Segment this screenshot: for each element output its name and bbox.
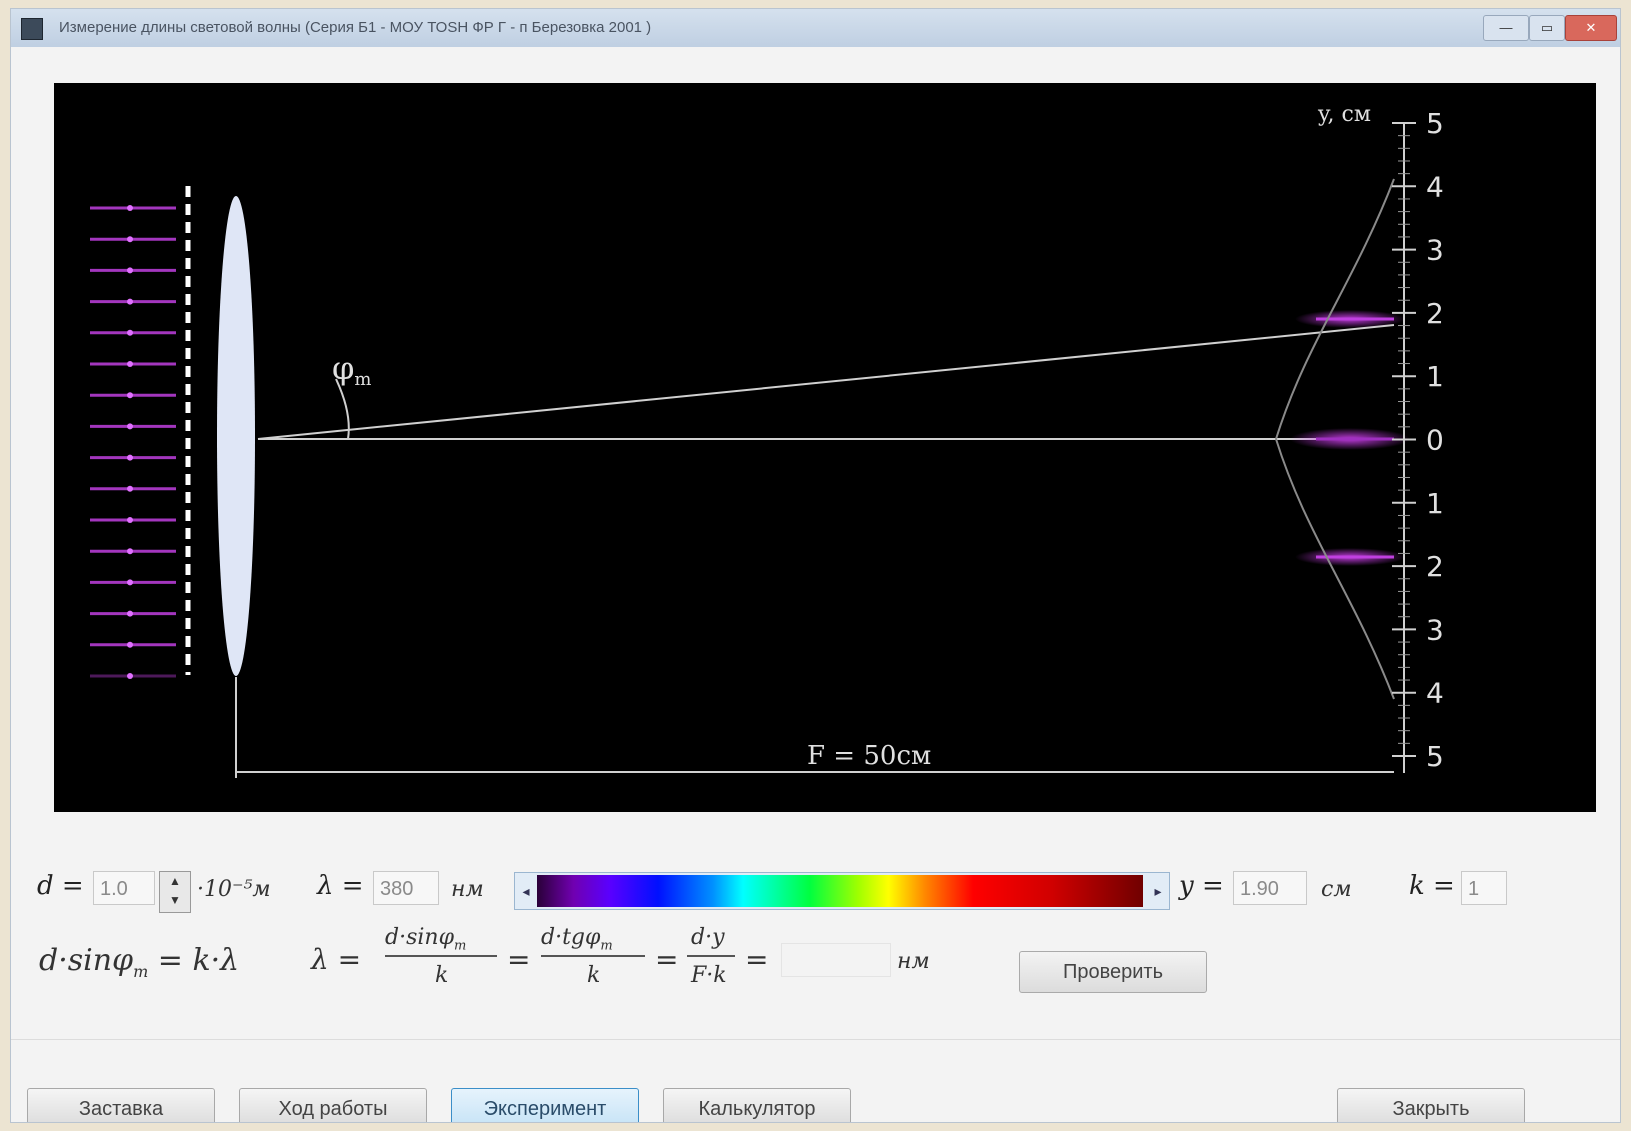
y-axis-tick-label: 3 — [1426, 234, 1444, 267]
y-axis-tick-label: 2 — [1426, 550, 1444, 583]
slider-left-icon[interactable]: ◂ — [522, 883, 530, 899]
fraction2-numerator: d·tgφm — [541, 925, 613, 954]
app-icon — [21, 18, 43, 40]
beam-marker — [127, 236, 133, 243]
minimize-button[interactable]: — — [1483, 15, 1529, 41]
diffracted-ray — [257, 324, 1395, 440]
y-axis-ticks: 5 4 3 2 1 0 1 2 3 4 5 — [1392, 107, 1444, 773]
title-bar: Измерение длины световой волны (Серия Б1… — [11, 9, 1620, 47]
lambda-input[interactable]: 380 — [373, 871, 439, 905]
spectrum-track[interactable] — [537, 875, 1143, 907]
beam-marker — [127, 610, 133, 617]
y-axis-tick-label: 1 — [1426, 360, 1444, 393]
lambda-label: λ = — [317, 871, 364, 901]
y-axis-tick-label: 5 — [1426, 740, 1444, 773]
bottom-navigation: Заставка Ход работы Эксперимент Калькуля… — [11, 1039, 1620, 1122]
beam-marker — [127, 673, 133, 679]
y-axis-tick-label: 2 — [1426, 297, 1444, 330]
y-axis-tick-label: 5 — [1426, 107, 1444, 140]
spin-down-icon[interactable]: ▼ — [169, 893, 181, 907]
y-axis-tick-label: 0 — [1426, 424, 1444, 457]
lambda-unit: нм — [451, 877, 484, 902]
close-button[interactable]: Закрыть — [1337, 1088, 1525, 1122]
fraction3-bar — [687, 955, 735, 957]
d-input[interactable]: 1.0 — [93, 871, 155, 905]
nav-button-splash[interactable]: Заставка — [27, 1088, 215, 1122]
y-input[interactable]: 1.90 — [1233, 871, 1307, 905]
y-axis-tick-label: 4 — [1426, 677, 1444, 710]
d-unit: ·10⁻⁵м — [197, 877, 271, 902]
beam-marker — [127, 267, 133, 274]
result-unit: нм — [897, 949, 930, 974]
beam-marker — [127, 548, 133, 555]
experiment-scene: φm 5 4 3 2 1 0 1 2 3 4 5 y, см F = 50см — [54, 83, 1596, 812]
parameters-row: d = 1.0 ▲ ▼ ·10⁻⁵м λ = 380 нм ◂ ▸ y = 1.… — [11, 869, 1620, 929]
lambda-equals: λ = — [311, 943, 362, 976]
formula-row: d·sinφm = k·λ λ = d·sinφm k = d·tgφm k =… — [11, 925, 1620, 1019]
phi-label: φm — [332, 349, 371, 390]
lens — [217, 196, 255, 676]
equals-sign-1: = — [507, 943, 531, 976]
k-label: k = — [1409, 871, 1455, 901]
beam-marker — [127, 517, 133, 523]
grating-equation: d·sinφm = k·λ — [39, 943, 240, 981]
window-title: Измерение длины световой волны (Серия Б1… — [59, 19, 652, 36]
beam-marker — [127, 641, 133, 648]
intensity-curve — [1274, 178, 1395, 700]
beam-marker — [127, 205, 133, 211]
fraction1-numerator: d·sinφm — [385, 925, 467, 954]
spin-up-icon[interactable]: ▲ — [169, 874, 181, 888]
d-spinner[interactable]: ▲ ▼ — [159, 871, 191, 913]
fraction1-bar — [385, 955, 497, 957]
nav-button-experiment[interactable]: Эксперимент — [451, 1088, 639, 1122]
y-unit: см — [1321, 877, 1352, 902]
d-label: d = — [37, 871, 84, 901]
close-window-button[interactable]: ✕ — [1565, 15, 1617, 41]
focal-length-label: F = 50см — [807, 741, 931, 771]
nav-button-calculator[interactable]: Калькулятор — [663, 1088, 851, 1122]
maximize-button[interactable]: ▭ — [1529, 15, 1565, 41]
y-label: y = — [1179, 871, 1224, 901]
beam-marker — [127, 579, 133, 586]
equals-sign-3: = — [745, 943, 769, 976]
y-axis-label: y, см — [1317, 102, 1371, 127]
beam-marker — [127, 392, 133, 399]
fraction1-denominator: k — [435, 963, 449, 988]
beam-marker — [127, 423, 133, 430]
k-input[interactable]: 1 — [1461, 871, 1507, 905]
fraction2-bar — [541, 955, 645, 957]
incident-light-beams — [90, 205, 176, 679]
equals-sign-2: = — [655, 943, 679, 976]
slider-right-icon[interactable]: ▸ — [1154, 883, 1162, 899]
y-axis-tick-label: 4 — [1426, 170, 1444, 203]
angle-arc — [335, 378, 350, 440]
wavelength-slider[interactable]: ◂ ▸ — [514, 872, 1170, 910]
y-axis-tick-label: 3 — [1426, 613, 1444, 646]
experiment-canvas: φm 5 4 3 2 1 0 1 2 3 4 5 y, см F = 50см — [90, 102, 1444, 778]
fraction3-numerator: d·y — [691, 925, 725, 950]
fraction2-denominator: k — [587, 963, 601, 988]
check-button[interactable]: Проверить — [1019, 951, 1207, 993]
beam-marker — [127, 454, 133, 461]
beam-marker — [127, 298, 133, 305]
y-axis-tick-label: 1 — [1426, 487, 1444, 520]
beam-marker — [127, 329, 133, 336]
fraction3-denominator: F·k — [691, 963, 727, 988]
nav-button-procedure[interactable]: Ход работы — [239, 1088, 427, 1122]
beam-marker — [127, 485, 133, 492]
result-input[interactable] — [781, 943, 891, 977]
beam-marker — [127, 361, 133, 367]
app-window: Измерение длины световой волны (Серия Б1… — [10, 8, 1621, 1123]
